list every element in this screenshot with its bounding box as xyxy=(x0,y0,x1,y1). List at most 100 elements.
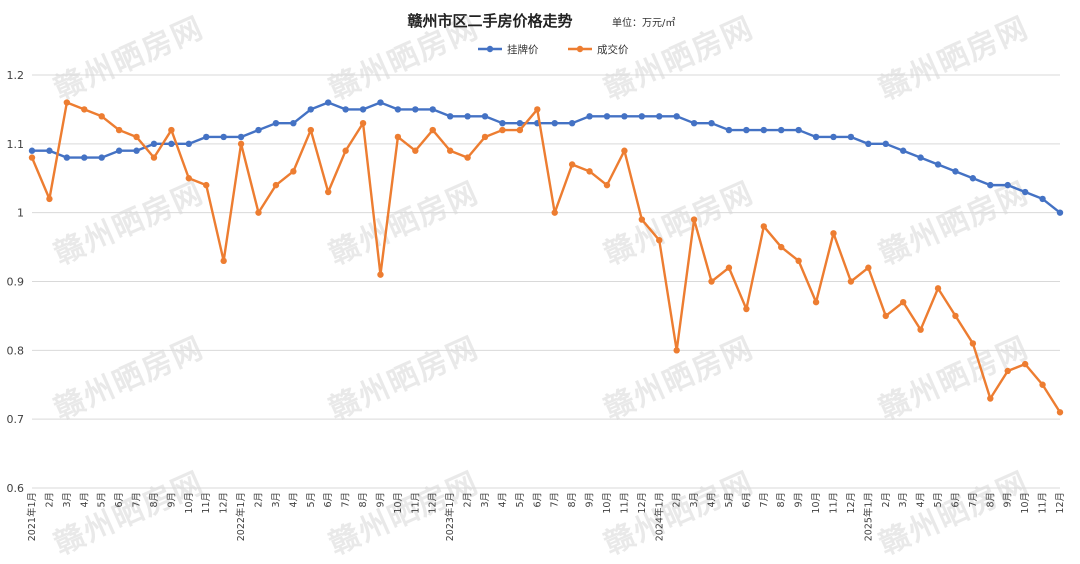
x-tick-label: 11月 xyxy=(828,492,839,514)
data-point xyxy=(185,175,193,182)
data-point xyxy=(812,298,820,306)
series-1 xyxy=(28,99,1064,216)
data-point xyxy=(690,216,698,223)
watermark-text: 赣州晒房网 xyxy=(874,10,1034,107)
data-point xyxy=(133,133,140,141)
x-tick-label: 2022年1月 xyxy=(235,492,247,541)
watermark-text: 赣州晒房网 xyxy=(49,10,209,107)
data-point xyxy=(516,126,524,134)
data-point xyxy=(708,119,715,127)
data-point xyxy=(743,305,750,313)
x-tick-label: 9月 xyxy=(166,492,177,508)
data-point xyxy=(568,161,576,168)
data-point xyxy=(586,168,593,175)
x-tick-label: 6月 xyxy=(323,492,334,508)
watermark-text: 赣州晒房网 xyxy=(49,175,209,272)
data-point xyxy=(377,99,384,106)
data-point xyxy=(98,113,105,120)
data-point xyxy=(325,188,332,196)
data-point xyxy=(115,147,123,154)
x-tick-label: 11月 xyxy=(410,492,421,514)
data-point xyxy=(847,278,855,285)
data-point xyxy=(342,106,349,113)
data-point xyxy=(778,126,785,134)
x-tick-label: 6月 xyxy=(114,492,125,508)
x-tick-label: 2月 xyxy=(254,492,265,508)
data-point xyxy=(534,106,541,113)
data-point xyxy=(115,126,123,134)
x-tick-label: 10月 xyxy=(1020,492,1031,514)
data-point xyxy=(1039,381,1046,388)
watermark-text: 赣州晒房网 xyxy=(874,330,1034,427)
data-point xyxy=(481,113,489,120)
data-point xyxy=(481,133,489,141)
x-tick-label: 2025年1月 xyxy=(862,492,874,541)
data-point xyxy=(359,119,367,127)
data-point xyxy=(237,140,245,148)
x-tick-label: 4月 xyxy=(497,492,508,508)
x-tick-label: 5月 xyxy=(97,492,108,508)
data-point xyxy=(307,106,314,113)
data-point xyxy=(743,126,750,134)
data-point xyxy=(237,133,245,141)
x-tick-label: 11月 xyxy=(619,492,630,514)
y-tick-label: 0.9 xyxy=(7,276,25,289)
data-point xyxy=(656,113,663,120)
watermark-text: 赣州晒房网 xyxy=(324,465,484,562)
x-tick-label: 2月 xyxy=(672,492,683,508)
x-tick-label: 10月 xyxy=(811,492,822,514)
watermark-text: 赣州晒房网 xyxy=(874,175,1034,272)
data-point xyxy=(865,140,872,148)
x-tick-label: 5月 xyxy=(515,492,526,508)
data-point xyxy=(899,298,907,306)
x-tick-label: 12月 xyxy=(637,492,648,514)
data-point xyxy=(63,154,71,161)
x-tick-label: 8月 xyxy=(985,492,996,508)
x-tick-label: 10月 xyxy=(184,492,195,514)
watermark-text: 赣州晒房网 xyxy=(599,175,759,272)
data-point xyxy=(830,230,837,237)
data-point xyxy=(516,119,524,127)
watermark-text: 赣州晒房网 xyxy=(599,330,759,427)
x-tick-label: 4月 xyxy=(79,492,90,508)
data-point xyxy=(272,119,280,127)
data-point xyxy=(133,147,140,154)
data-point xyxy=(168,126,175,134)
x-tick-label: 2月 xyxy=(463,492,474,508)
data-point xyxy=(220,133,227,141)
data-point xyxy=(203,133,210,141)
x-tick-label: 10月 xyxy=(602,492,613,514)
data-point xyxy=(1021,188,1029,196)
data-point xyxy=(150,154,158,161)
x-tick-label: 7月 xyxy=(132,492,143,508)
data-point xyxy=(412,147,419,154)
data-point xyxy=(725,126,733,134)
x-tick-label: 6月 xyxy=(532,492,543,508)
x-tick-label: 2023年1月 xyxy=(444,492,456,541)
data-point xyxy=(185,140,193,148)
x-tick-label: 2021年1月 xyxy=(26,492,38,541)
x-tick-label: 2024年1月 xyxy=(653,492,665,541)
y-tick-label: 0.6 xyxy=(7,482,25,495)
x-tick-label: 8月 xyxy=(776,492,787,508)
data-point xyxy=(934,161,942,168)
y-tick-label: 0.7 xyxy=(7,413,25,426)
data-point xyxy=(656,237,663,244)
watermark-text: 赣州晒房网 xyxy=(324,330,484,427)
x-tick-label: 9月 xyxy=(794,492,805,508)
x-tick-label: 5月 xyxy=(724,492,735,508)
data-point xyxy=(638,216,646,223)
data-point xyxy=(81,154,88,161)
data-point xyxy=(446,113,454,120)
data-point xyxy=(290,168,297,175)
x-tick-label: 5月 xyxy=(933,492,944,508)
data-point xyxy=(882,140,889,148)
x-tick-label: 7月 xyxy=(341,492,352,508)
data-point xyxy=(203,181,210,189)
data-point xyxy=(28,154,36,161)
data-point xyxy=(220,257,227,265)
x-tick-label: 4月 xyxy=(916,492,927,508)
legend-swatch-marker xyxy=(576,45,584,53)
data-point xyxy=(98,154,105,161)
